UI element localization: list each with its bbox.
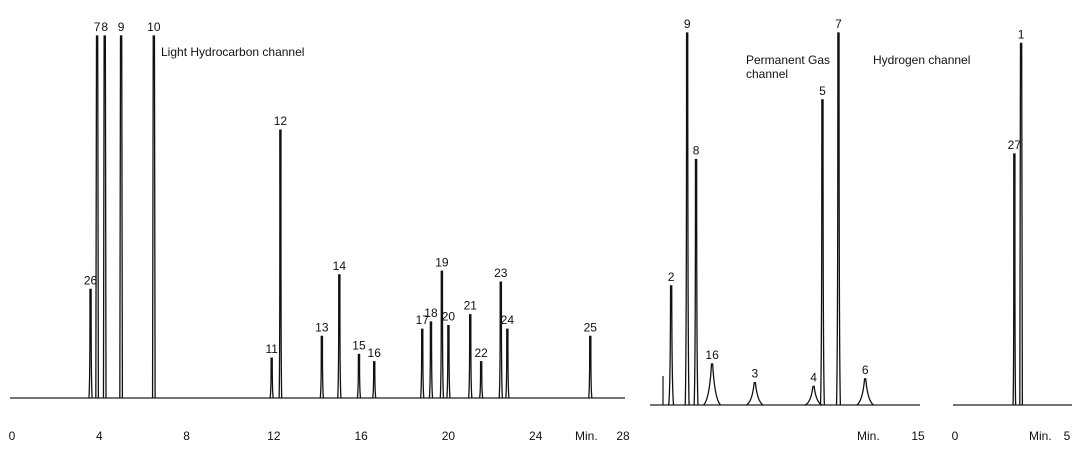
x-tick-label: 0 bbox=[9, 429, 16, 443]
peak-21 bbox=[468, 314, 473, 399]
permanent-gas-chromatogram: 2 9 8 16 3 4 5 7 6 15 Min. bbox=[650, 17, 925, 443]
light-hydrocarbon-title: Light Hydrocarbon channel bbox=[161, 45, 304, 59]
peak-3 bbox=[746, 382, 764, 406]
hydrogen-title: Hydrogen channel bbox=[873, 53, 970, 67]
peak-label-5: 5 bbox=[819, 84, 826, 98]
permanent-gas-title: Permanent Gas channel bbox=[746, 53, 846, 81]
hydrogen-chromatogram: 27 1 0 5 Min. bbox=[952, 27, 1072, 443]
peak-23 bbox=[498, 281, 504, 399]
peak-13 bbox=[319, 335, 325, 399]
peak-label-12: 12 bbox=[274, 114, 288, 128]
peak-label-7: 7 bbox=[835, 17, 842, 31]
peak-1 bbox=[1019, 42, 1024, 406]
peak-label-8: 8 bbox=[693, 143, 700, 157]
peak-label-6: 6 bbox=[862, 363, 869, 377]
peak-label-27: 27 bbox=[1008, 138, 1022, 152]
x-tick-label: 16 bbox=[354, 429, 368, 443]
peak-9 bbox=[684, 32, 690, 406]
peak-label-19: 19 bbox=[435, 255, 449, 269]
peak-label-25: 25 bbox=[584, 320, 598, 334]
peak-label-15: 15 bbox=[352, 339, 366, 353]
peak-7 bbox=[835, 32, 842, 406]
peak-9 bbox=[119, 35, 124, 399]
peak-label-18: 18 bbox=[424, 306, 438, 320]
peak-20 bbox=[446, 324, 451, 399]
hydrogen-title-text: Hydrogen channel bbox=[873, 53, 971, 67]
peak-label-21: 21 bbox=[464, 299, 478, 313]
peak-label-16: 16 bbox=[705, 348, 719, 362]
peak-label-7: 7 bbox=[94, 20, 101, 34]
peak-26 bbox=[88, 288, 93, 399]
permanent-gas-title-text: Permanent Gas channel bbox=[746, 53, 831, 81]
peak-label-26: 26 bbox=[84, 273, 98, 287]
peak-18 bbox=[428, 321, 434, 399]
peak-label-4: 4 bbox=[810, 370, 817, 384]
peak-label-2: 2 bbox=[668, 270, 675, 284]
peak-22 bbox=[478, 361, 484, 399]
peak-label-22: 22 bbox=[474, 346, 488, 360]
peak-2 bbox=[668, 285, 675, 406]
peak-27 bbox=[1012, 153, 1017, 406]
x-tick-label: 20 bbox=[442, 429, 456, 443]
peak-label-9: 9 bbox=[118, 20, 125, 34]
peak-6 bbox=[856, 378, 874, 406]
peak-8 bbox=[693, 158, 699, 406]
peak-19 bbox=[439, 270, 445, 399]
x-tick-label: 12 bbox=[267, 429, 281, 443]
peak-label-3: 3 bbox=[751, 367, 758, 381]
peak-label-17: 17 bbox=[416, 313, 430, 327]
x-tick-label: 8 bbox=[183, 429, 190, 443]
x-axis-label: Min. bbox=[857, 429, 880, 443]
peak-12 bbox=[278, 129, 283, 399]
light-hydrocarbon-title-text: Light Hydrocarbon channel bbox=[161, 45, 305, 59]
peak-5 bbox=[819, 99, 826, 406]
x-tick-label: 15 bbox=[911, 429, 925, 443]
x-tick-label: 5 bbox=[1064, 429, 1071, 443]
peak-label-23: 23 bbox=[494, 266, 508, 280]
x-tick-label: 4 bbox=[96, 429, 103, 443]
peak-label-10: 10 bbox=[147, 20, 161, 34]
peak-label-20: 20 bbox=[442, 310, 456, 324]
x-tick-label: 24 bbox=[529, 429, 543, 443]
peak-label-14: 14 bbox=[333, 259, 347, 273]
peak-label-24: 24 bbox=[501, 313, 515, 327]
peak-label-9: 9 bbox=[684, 17, 691, 31]
x-tick-label: 28 bbox=[616, 429, 630, 443]
peak-17 bbox=[419, 328, 425, 399]
peak-16 bbox=[703, 363, 721, 406]
x-axis-label: Min. bbox=[575, 429, 598, 443]
peak-label-11: 11 bbox=[265, 342, 278, 356]
peak-label-1: 1 bbox=[1018, 27, 1025, 41]
peak-label-13: 13 bbox=[315, 320, 329, 334]
peak-15 bbox=[356, 353, 362, 399]
peak-16 bbox=[371, 361, 377, 399]
peak-24 bbox=[505, 328, 510, 399]
peak-8 bbox=[102, 35, 107, 399]
peak-4 bbox=[804, 385, 823, 406]
x-axis-label: Min. bbox=[1029, 429, 1052, 443]
peak-label-8: 8 bbox=[101, 20, 108, 34]
peak-10 bbox=[151, 35, 156, 399]
peak-25 bbox=[588, 335, 593, 399]
peak-7 bbox=[95, 35, 100, 399]
peak-label-16: 16 bbox=[368, 346, 382, 360]
peak-11 bbox=[269, 357, 274, 399]
x-tick-label: 0 bbox=[952, 429, 959, 443]
peak-14 bbox=[337, 274, 342, 399]
